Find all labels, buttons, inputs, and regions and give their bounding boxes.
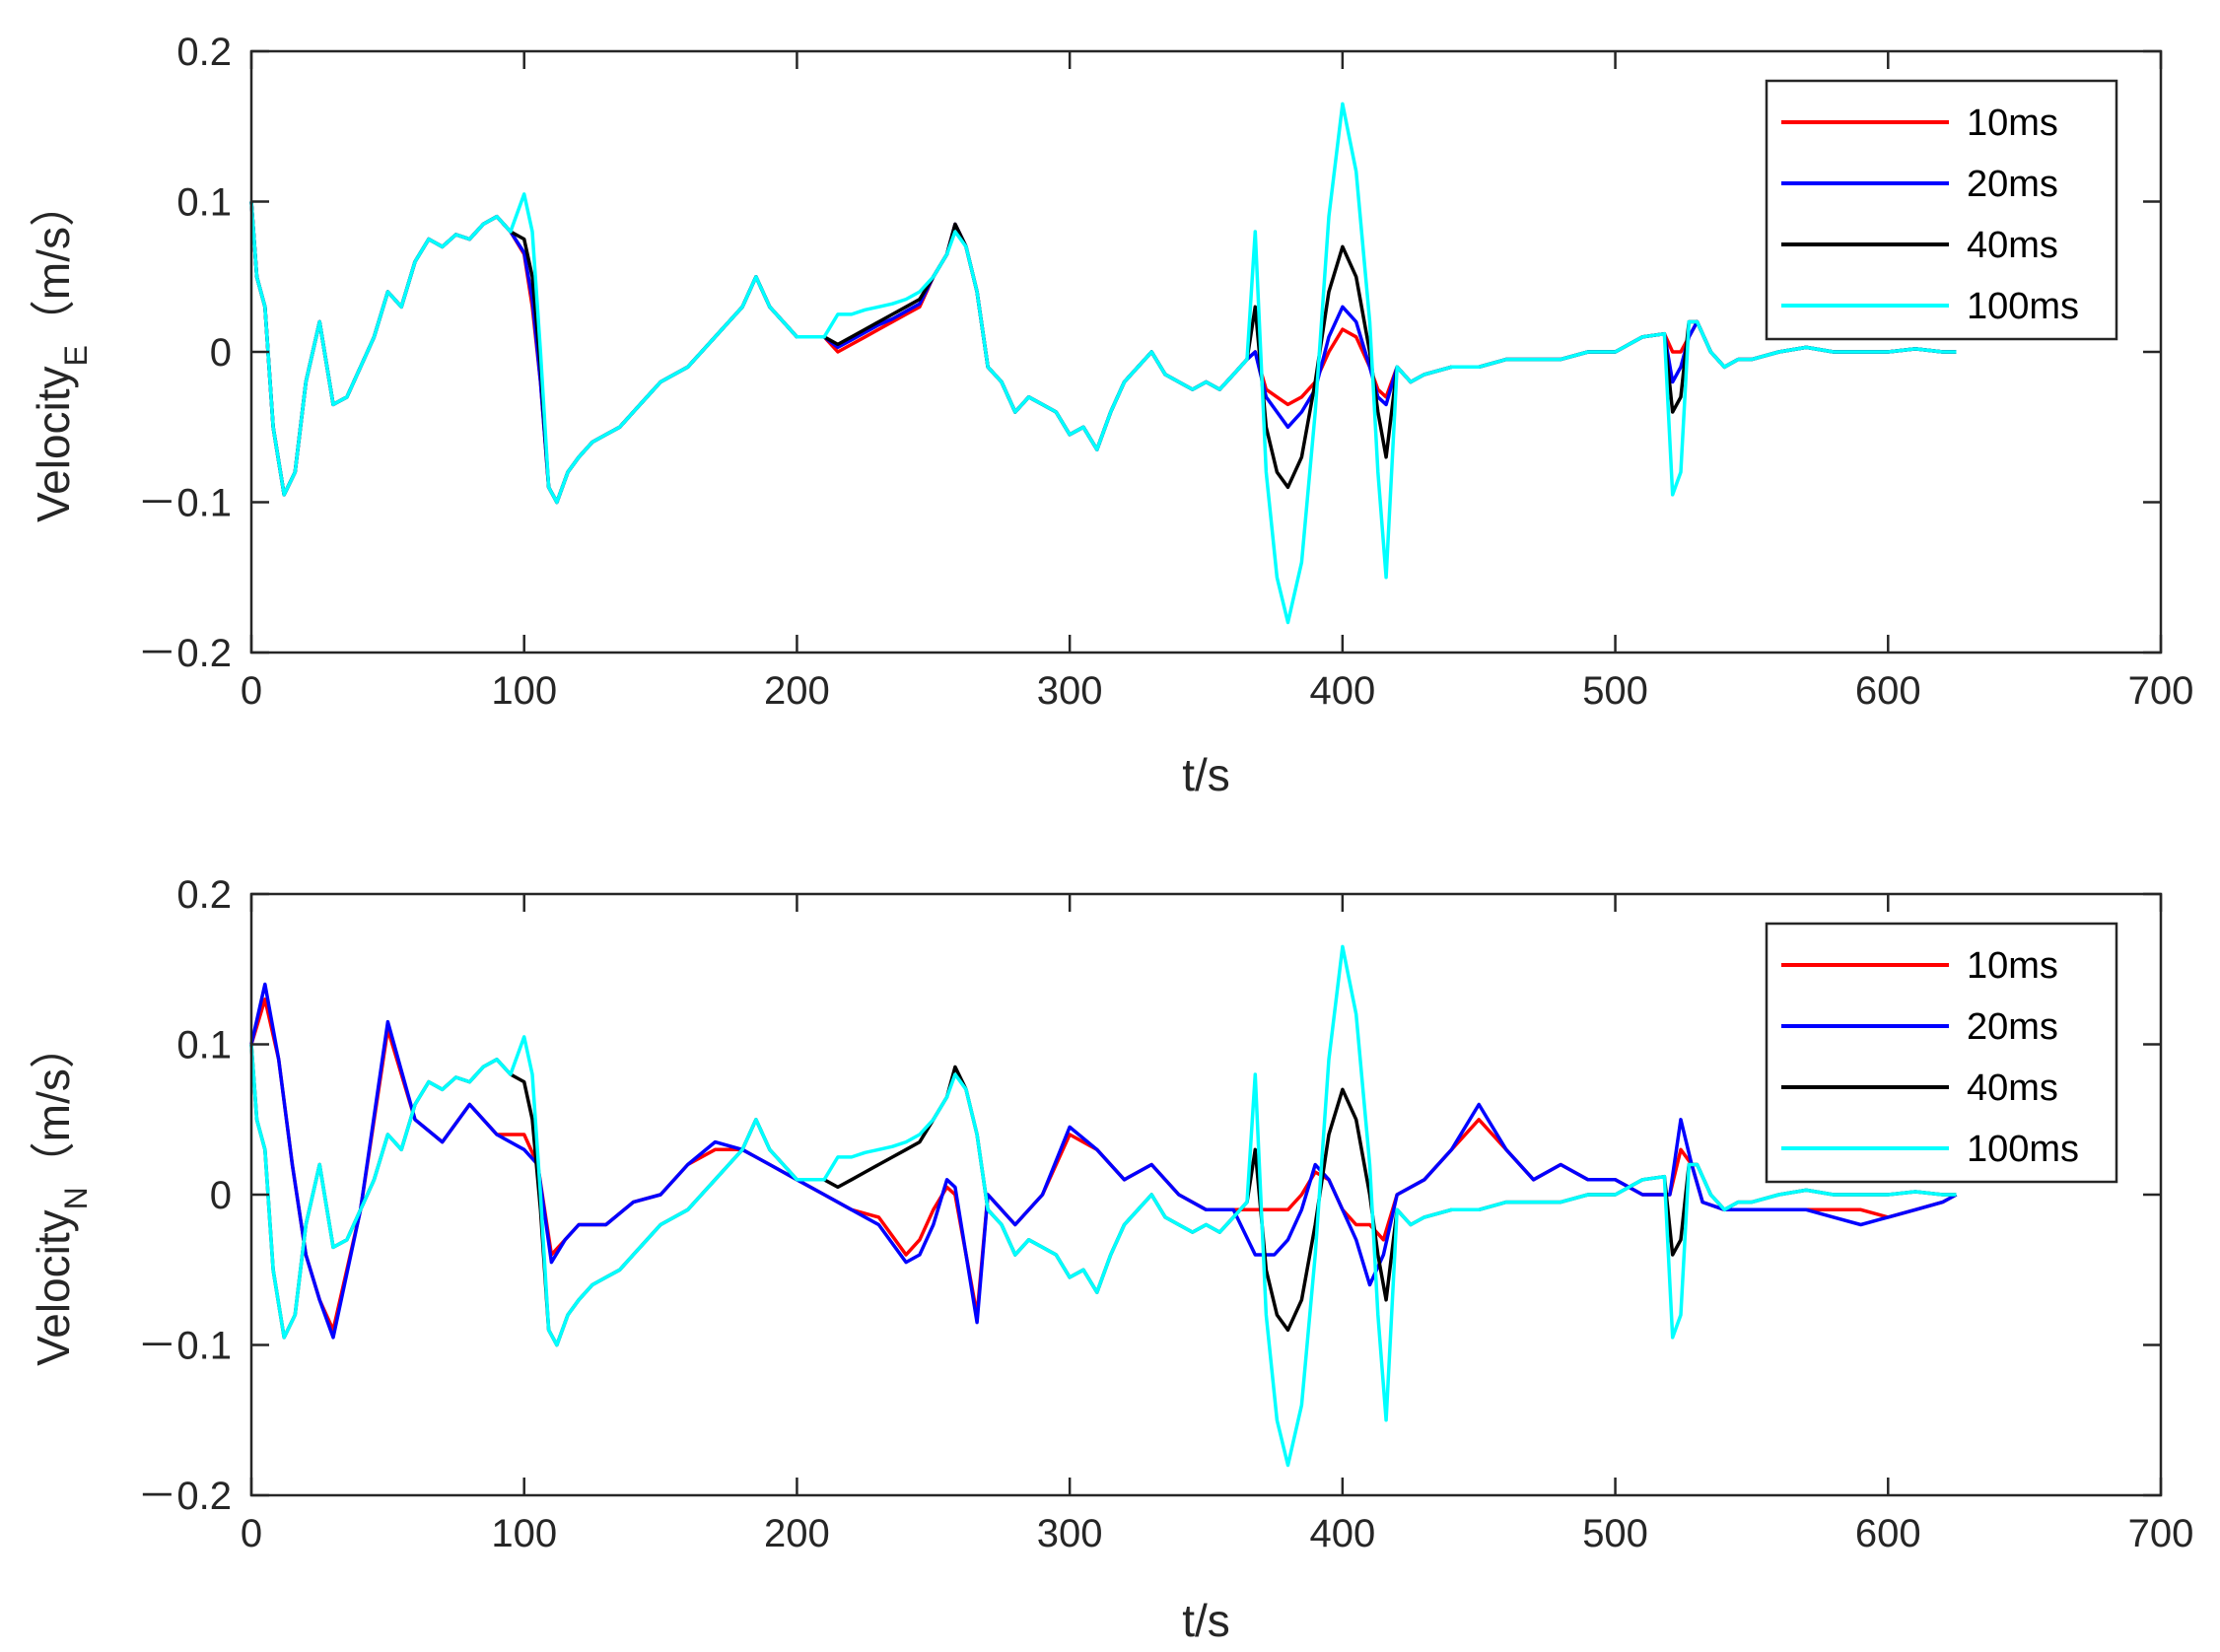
y-tick-label: 0.2 <box>176 31 232 74</box>
x-tick-label: 700 <box>2128 669 2194 713</box>
y-tick-label: －0.2 <box>137 1475 232 1518</box>
legend-entry-40ms: 40ms <box>1967 225 2058 266</box>
x-tick-label: 100 <box>491 1512 557 1555</box>
velocity-north-plot: 0 100 200 300 400 500 600 700 －0.2 －0.1 0 0.1 0.2 t/s… <box>28 873 2193 1646</box>
y-tick-label: 0.1 <box>176 181 232 225</box>
x-axis-label: t/s <box>1182 1595 1230 1646</box>
y-axis-label: VelocityE（m/s） <box>28 181 94 522</box>
x-tick-label: 500 <box>1582 669 1648 713</box>
x-tick-label: 400 <box>1309 669 1375 713</box>
y-tick-label: 0 <box>210 1174 232 1217</box>
y-tick-label: 0 <box>210 331 232 375</box>
y-tick-label: －0.1 <box>137 482 232 525</box>
series-line-100ms <box>249 102 1957 625</box>
y-axis-label-main: Velocity <box>28 1209 79 1366</box>
x-tick-label: 600 <box>1855 669 1921 713</box>
x-tick-label: 600 <box>1855 1512 1921 1555</box>
y-axis-label-subscript: E <box>58 345 94 366</box>
y-axis-label: VelocityN（m/s） <box>28 1023 94 1366</box>
legend: 10ms 20ms 40ms 100ms <box>1765 922 2118 1184</box>
x-tick-label: 400 <box>1309 1512 1375 1555</box>
legend-entry-10ms: 10ms <box>1967 945 2058 987</box>
x-tick-label: 300 <box>1037 1512 1103 1555</box>
x-tick-label: 300 <box>1037 669 1103 713</box>
x-tick-label: 0 <box>241 1512 262 1555</box>
legend-entry-20ms: 20ms <box>1967 1006 2058 1048</box>
y-tick-label: －0.2 <box>137 632 232 675</box>
legend-entry-20ms: 20ms <box>1967 164 2058 205</box>
x-tick-label: 500 <box>1582 1512 1648 1555</box>
x-tick-label: 0 <box>241 669 262 713</box>
x-tick-label: 700 <box>2128 1512 2194 1555</box>
y-axis-label-unit: （m/s） <box>28 181 79 345</box>
y-axis-label-main: Velocity <box>28 366 79 522</box>
legend-entry-100ms: 100ms <box>1967 286 2079 327</box>
y-axis-label-unit: （m/s） <box>28 1023 79 1187</box>
y-axis-label-subscript: N <box>58 1187 94 1209</box>
x-tick-label: 200 <box>764 669 830 713</box>
y-tick-label: 0.2 <box>176 873 232 917</box>
x-axis-label: t/s <box>1182 749 1230 800</box>
velocity-east-plot: 0 100 200 300 400 500 600 700 －0.2 －0.1 0 0.1 0.2 t/s… <box>28 31 2193 800</box>
series-line-100ms <box>249 944 1957 1468</box>
x-tick-label: 200 <box>764 1512 830 1555</box>
legend: 10ms 20ms 40ms 100ms <box>1765 79 2118 341</box>
legend-entry-40ms: 40ms <box>1967 1067 2058 1109</box>
y-tick-label: －0.1 <box>137 1325 232 1368</box>
legend-entry-10ms: 10ms <box>1967 103 2058 144</box>
x-tick-label: 100 <box>491 669 557 713</box>
y-tick-label: 0.1 <box>176 1024 232 1067</box>
legend-entry-100ms: 100ms <box>1967 1129 2079 1170</box>
